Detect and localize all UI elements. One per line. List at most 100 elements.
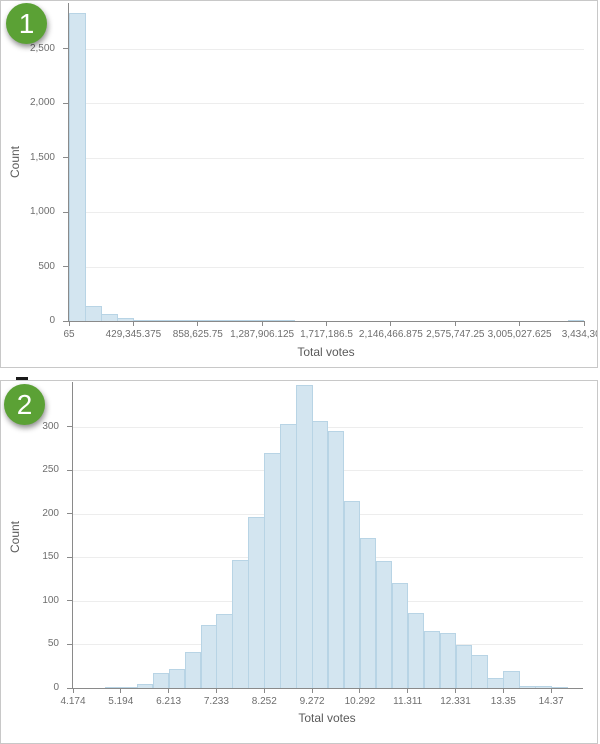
x-tick-mark [311, 688, 313, 693]
x-axis-title: Total votes [297, 345, 355, 359]
x-tick-mark [68, 321, 70, 326]
x-tick-label: 3,005,027.625 [487, 329, 552, 340]
histogram-bar [165, 320, 183, 321]
histogram-bar [85, 305, 102, 321]
x-tick-label: 65 [63, 329, 75, 340]
histogram-bar [407, 613, 425, 688]
x-tick-label: 1,287,906.125 [230, 329, 295, 340]
x-tick-mark [132, 321, 134, 326]
histogram-bar [69, 12, 86, 321]
x-tick-mark [359, 688, 361, 693]
x-tick-label: 13.35 [490, 696, 516, 707]
y-tick-mark [63, 102, 68, 104]
y-tick-label: 2,500 [29, 42, 55, 54]
y-tick-mark [67, 600, 72, 602]
x-tick-mark [197, 321, 199, 326]
histogram-bar [296, 384, 313, 688]
histogram-bar [120, 687, 138, 688]
histogram-bar [471, 654, 488, 688]
histogram-bar [117, 318, 134, 321]
y-tick-mark [67, 513, 72, 515]
x-tick-label: 858,625.75 [172, 329, 223, 340]
y-gridline [69, 157, 584, 159]
histogram-bar [503, 671, 520, 688]
histogram-bar [487, 677, 504, 688]
y-tick-label: 2,000 [29, 97, 55, 108]
histogram-bar [312, 421, 329, 688]
histogram-bar [101, 314, 118, 321]
histogram-panel-1: 1 Count 0 500 1,000 1,500 2,000 2,500 65 429,34… [0, 0, 598, 368]
y-gridline [69, 266, 584, 268]
y-tick-mark [67, 426, 72, 427]
y-axis-title: Count [8, 145, 22, 179]
histogram-bar [181, 320, 199, 321]
y-tick-mark [63, 266, 68, 267]
histogram-bar [567, 320, 585, 321]
x-tick-mark [455, 688, 456, 693]
y-tick-label: 100 [42, 594, 59, 606]
x-tick-mark [263, 688, 265, 693]
histogram-bar [519, 686, 536, 688]
y-tick-mark [67, 556, 72, 558]
histogram-bar [278, 320, 295, 321]
histogram-bar [391, 582, 409, 688]
x-tick-mark [326, 321, 327, 326]
histogram-bar [343, 500, 361, 688]
histogram-bar [248, 517, 265, 688]
histogram-bar [328, 430, 345, 688]
histogram-bar [200, 625, 217, 688]
histogram-bar [168, 668, 186, 688]
x-tick-label: 2,575,747.25 [426, 329, 485, 340]
histogram-bar [439, 633, 456, 688]
x-tick-label: 2,146,466.875 [358, 329, 423, 340]
y-tick-label: 1,000 [29, 206, 55, 217]
x-tick-label: 3,434,308 [561, 329, 597, 340]
y-tick-label: 1,500 [29, 151, 55, 163]
x-tick-label: 4.174 [60, 696, 86, 707]
plot-area-1: 0 500 1,000 1,500 2,000 2,500 65 429,345.375 858… [30, 3, 597, 340]
x-tick-label: 1,717,186.5 [300, 329, 353, 340]
x-tick-mark [519, 321, 521, 326]
histogram-bar [423, 631, 441, 688]
x-tick-mark [583, 321, 585, 326]
y-tick-mark [67, 643, 72, 645]
y-tick-label: 0 [49, 315, 55, 326]
histogram-bar [535, 686, 552, 688]
y-gridline [69, 212, 584, 213]
step-badge-2: 2 [4, 384, 45, 425]
histogram-bar [184, 652, 201, 688]
y-tick-label: 150 [42, 551, 59, 563]
y-tick-label: 0 [53, 682, 59, 693]
histogram-bar [246, 320, 263, 321]
x-tick-mark [215, 688, 217, 693]
histogram-bar [133, 319, 150, 321]
x-tick-mark [502, 688, 504, 693]
histogram-bar [262, 320, 279, 321]
histogram-panel-2: 2 Count 0 50 100 150 200 250 300 4.174 5.194 6.21… [0, 380, 598, 744]
y-tick-label: 250 [42, 464, 59, 476]
x-tick-mark [390, 321, 392, 326]
histogram-bar [359, 538, 377, 688]
x-tick-mark [550, 688, 552, 693]
histogram-bar [264, 452, 281, 688]
step-badge-1: 1 [6, 3, 47, 44]
y-tick-label: 300 [42, 420, 59, 432]
histogram-bar [551, 687, 568, 688]
histogram-bar [280, 423, 297, 688]
y-tick-label: 200 [42, 507, 59, 519]
x-tick-label: 12.331 [440, 696, 471, 707]
y-tick-label: 500 [38, 260, 55, 272]
x-tick-label: 9.272 [299, 696, 325, 707]
x-tick-mark [407, 688, 409, 693]
histogram-bar [232, 559, 249, 688]
x-tick-label: 14.37 [538, 696, 564, 707]
x-tick-label: 11.311 [393, 696, 423, 707]
plot-area-2: 0 50 100 150 200 250 300 4.174 5.194 6.213 7.233 8.… [42, 382, 583, 707]
x-tick-label: 5.194 [108, 696, 134, 707]
histogram-bar [216, 613, 233, 688]
histogram-bar [152, 673, 170, 688]
y-tick-mark [63, 211, 68, 213]
x-tick-mark [261, 321, 263, 326]
histogram-bar [213, 320, 231, 321]
y-tick-label: 50 [47, 638, 59, 650]
